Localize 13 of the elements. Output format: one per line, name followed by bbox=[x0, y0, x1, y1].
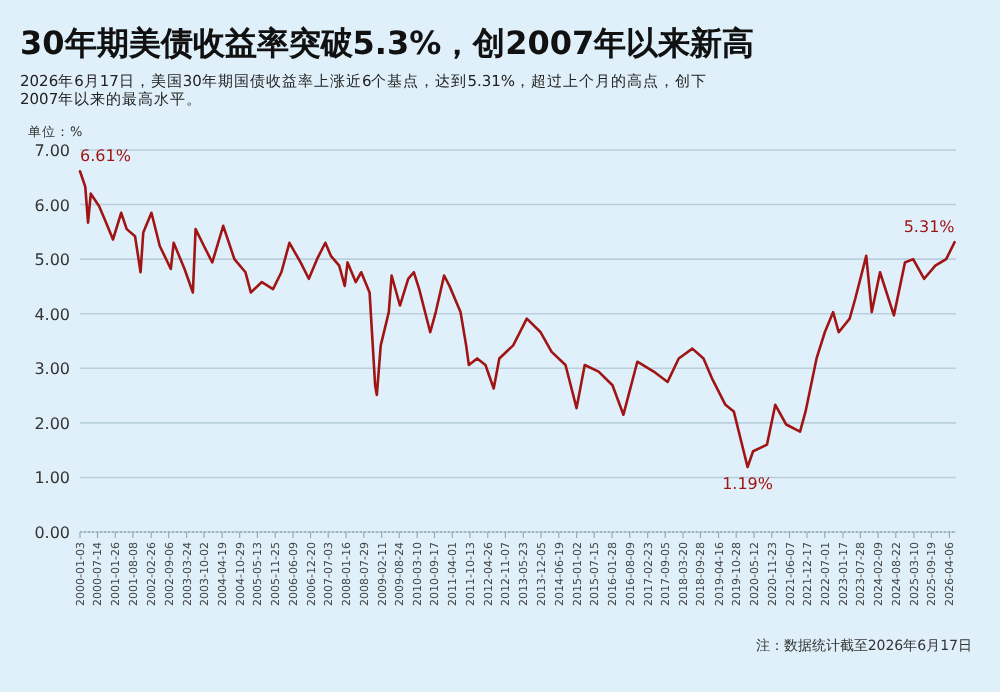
y-tick-label: 3.00 bbox=[34, 360, 70, 379]
y-tick-label: 4.00 bbox=[34, 305, 70, 324]
annotation: 1.19% bbox=[722, 475, 774, 494]
y-tick-label: 0.00 bbox=[34, 524, 70, 542]
annotation: 6.61% bbox=[80, 147, 132, 166]
y-tick-label: 6.00 bbox=[34, 196, 70, 215]
annotation: 5.31% bbox=[903, 218, 956, 237]
y-tick-label: 5.00 bbox=[34, 251, 70, 270]
y-tick-label: 7.00 bbox=[34, 142, 70, 160]
y-tick-label: 2.00 bbox=[34, 414, 70, 433]
chart-title: 30年期美债收益率突破5.3%，创2007年以来新高 bbox=[20, 24, 755, 66]
line-series bbox=[78, 169, 956, 469]
y-tick-label: 1.00 bbox=[34, 469, 70, 488]
